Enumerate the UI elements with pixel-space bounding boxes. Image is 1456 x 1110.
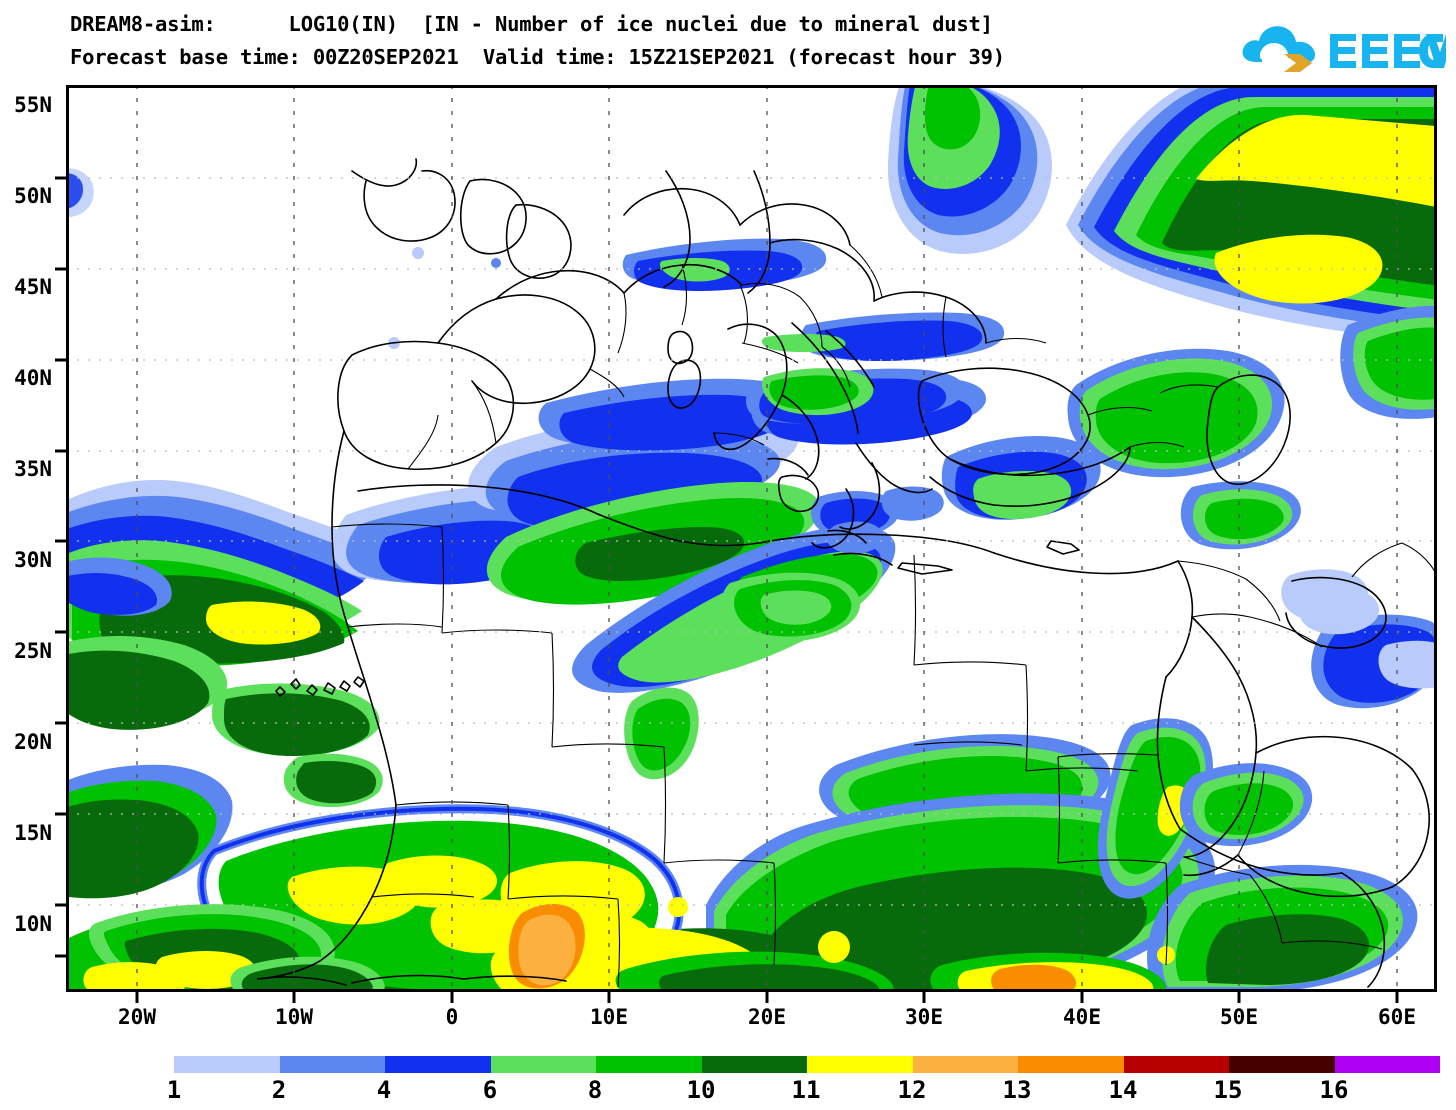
logo-wordmark [1330, 34, 1446, 68]
x-tick [1080, 992, 1084, 1003]
field-atlantic-streaks [66, 557, 233, 899]
x-axis-label-10w: 10W [275, 1005, 313, 1029]
colorbar-label-8: 8 [587, 1076, 603, 1104]
y-tick [55, 721, 66, 725]
seevccc-logo [1238, 18, 1446, 76]
colorbar-label-13: 13 [1002, 1076, 1032, 1104]
y-tick [55, 267, 66, 271]
y-tick [55, 812, 66, 816]
x-axis-label-10e: 10E [590, 1005, 628, 1029]
x-tick [1395, 992, 1399, 1003]
field-nw-atlantic [66, 168, 94, 217]
colorbar-swatch-8 [596, 1056, 702, 1073]
colorbar-swatch-16 [1334, 1056, 1440, 1073]
x-axis-label-60e: 60E [1378, 1005, 1416, 1029]
colorbar-label-2: 2 [271, 1076, 287, 1104]
y-axis-label-25n: 25N [14, 639, 52, 663]
field-aegean [811, 486, 944, 554]
x-axis-label-50e: 50E [1220, 1005, 1258, 1029]
y-tick [55, 449, 66, 453]
forecast-map[interactable] [66, 85, 1437, 992]
colorbar-swatch-1 [174, 1056, 280, 1073]
map-canvas [66, 85, 1437, 992]
y-tick [55, 176, 66, 180]
y-axis-label-30n: 30N [14, 548, 52, 572]
colorbar-swatch-12 [912, 1056, 1018, 1073]
field-arabian-gulf [1281, 569, 1437, 689]
field-baltic [887, 85, 1052, 254]
colorbar-label-16: 16 [1319, 1076, 1349, 1104]
colorbar-swatch-2 [279, 1056, 385, 1073]
y-axis-label-35n: 35N [14, 457, 52, 481]
field-canary [212, 683, 383, 808]
y-axis-label-10n: 10N [14, 912, 52, 936]
y-axis-label-50n: 50N [14, 184, 52, 208]
field-libya-spot [722, 572, 861, 642]
colorbar-swatch-6 [490, 1056, 596, 1073]
x-axis-label-40e: 40E [1063, 1005, 1101, 1029]
page-title: DREAM8-asim: LOG10(IN) [IN - Number of i… [70, 12, 993, 36]
x-tick [607, 992, 611, 1003]
colorbar-label-6: 6 [482, 1076, 498, 1104]
y-tick [55, 630, 66, 634]
y-axis-label-55n: 55N [14, 93, 52, 117]
x-axis-label-20e: 20E [748, 1005, 786, 1029]
header: DREAM8-asim: LOG10(IN) [IN - Number of i… [0, 0, 1456, 82]
x-tick [922, 992, 926, 1003]
field-w-mediterranean [468, 413, 821, 605]
forecast-time-line: Forecast base time: 00Z20SEP2021 Valid t… [70, 45, 1005, 69]
colorbar-swatch-13 [1018, 1056, 1124, 1073]
y-tick [55, 903, 66, 907]
colorbar-swatch-11 [807, 1056, 913, 1073]
field-chad-band [624, 687, 699, 780]
y-axis-label-15n: 15N [14, 821, 52, 845]
colorbar-label-14: 14 [1108, 1076, 1138, 1104]
y-tick [55, 954, 66, 958]
x-tick [450, 992, 454, 1003]
lon-grid [136, 85, 1398, 992]
x-tick [765, 992, 769, 1003]
colorbar-swatch-4 [385, 1056, 491, 1073]
x-axis-label-20w: 20W [118, 1005, 156, 1029]
y-tick [55, 539, 66, 543]
cloud-icon [1242, 26, 1316, 64]
colorbar-label-12: 12 [897, 1076, 927, 1104]
x-axis-label-30e: 30E [905, 1005, 943, 1029]
colorbar-label-4: 4 [376, 1076, 392, 1104]
y-axis-label-20n: 20N [14, 730, 52, 754]
x-axis-label-0: 0 [445, 1005, 459, 1029]
field-caspian-iran [1067, 305, 1437, 709]
colorbar-label-1: 1 [166, 1076, 182, 1104]
y-axis-label-45n: 45N [14, 275, 52, 299]
colorbar-swatch-10 [701, 1056, 807, 1073]
colorbar-label-11: 11 [791, 1076, 821, 1104]
x-tick [292, 992, 296, 1003]
colorbar[interactable] [174, 1056, 1440, 1073]
field-northeast-system [1066, 85, 1437, 344]
field-south-margin [615, 951, 1166, 992]
arrow-icon [1284, 54, 1312, 72]
colorbar-swatch-15 [1229, 1056, 1335, 1073]
x-tick [1237, 992, 1241, 1003]
x-tick [135, 992, 139, 1003]
colorbar-label-10: 10 [686, 1076, 716, 1104]
y-tick [55, 358, 66, 362]
colorbar-swatch-14 [1123, 1056, 1229, 1073]
colorbar-label-15: 15 [1213, 1076, 1243, 1104]
y-axis-label-40n: 40N [14, 366, 52, 390]
